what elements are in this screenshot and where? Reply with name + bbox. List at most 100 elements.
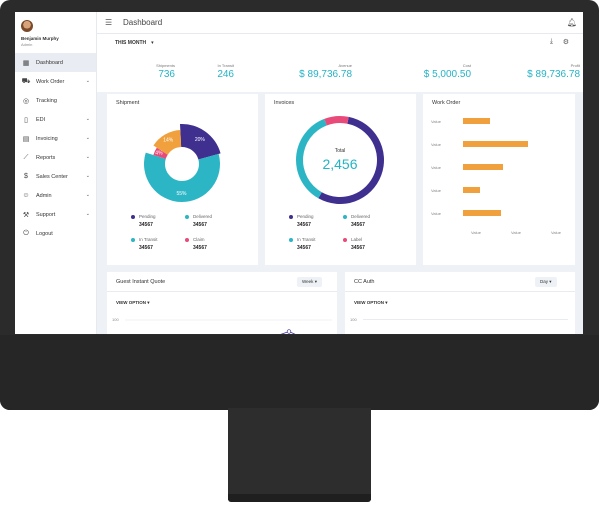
legend-value: 34567	[139, 245, 158, 251]
sidebar-item-label: Admin	[36, 193, 52, 199]
sidebar-item-label: Support	[36, 212, 55, 218]
bar-category-label: Value	[431, 142, 442, 147]
bar[interactable]	[463, 141, 528, 147]
legend-delivered: Delivered 34567	[343, 214, 370, 228]
chevron-down-icon[interactable]: ⌄	[86, 116, 90, 122]
sidebar-item-admin[interactable]: ☺ Admin ⌄	[15, 186, 96, 205]
line-point[interactable]	[287, 330, 291, 334]
view-option-button[interactable]: VIEW OPTION ▾	[116, 300, 150, 306]
stat-shipments: Shipments 736	[156, 63, 175, 80]
sidebar-item-reports[interactable]: ⟋ Reports ⌄	[15, 148, 96, 167]
compass-icon: ◎	[22, 97, 30, 105]
view-option-button[interactable]: VIEW OPTION ▾	[354, 300, 388, 306]
legend-value: 34567	[139, 222, 156, 228]
stat-value: $ 5,000.50	[424, 69, 471, 80]
trend-icon: ⟋	[22, 154, 30, 162]
bell-icon[interactable]: 🔔︎	[567, 18, 577, 27]
chevron-down-icon[interactable]: ⌄	[86, 173, 90, 179]
person-icon: ☺	[22, 192, 30, 200]
sidebar-item-dashboard[interactable]: ▦ Dashboard	[15, 53, 96, 72]
chevron-down-icon[interactable]: ⌄	[86, 192, 90, 198]
slice-label: 4%	[155, 151, 163, 157]
user-name: Benjamin Murphy	[21, 36, 90, 41]
sidebar-item-support[interactable]: ⚒ Support ⌄	[15, 205, 96, 224]
bar[interactable]	[463, 210, 501, 216]
grid-icon: ▦	[22, 59, 30, 67]
sidebar-item-label: EDI	[36, 117, 45, 123]
sidebar-item-edi[interactable]: ▯ EDI ⌄	[15, 110, 96, 129]
shipment-donut-chart: 20%55%4%14%	[132, 114, 232, 214]
sidebar-item-invoicing[interactable]: ▤ Invoicing ⌄	[15, 129, 96, 148]
sidebar-item-label: Dashboard	[36, 60, 63, 66]
document-icon: ▯	[22, 116, 30, 124]
legend-dot	[289, 215, 293, 219]
legend-label: Delivered	[351, 214, 370, 219]
stat-value: 736	[156, 69, 175, 80]
stat-label: Cost	[424, 63, 471, 68]
divider	[107, 291, 337, 292]
chevron-down-icon[interactable]: ⌄	[86, 154, 90, 160]
legend-pending: Pending 34567	[289, 214, 314, 228]
card-title: Invoices	[274, 100, 294, 106]
sidebar-item-work-order[interactable]: ⛟ Work Order ⌄	[15, 72, 96, 91]
stat-in-transit: In Transit 246	[217, 63, 234, 80]
sidebar-item-logout[interactable]: ⏻ Logout	[15, 224, 96, 243]
card-title: Guest Instant Quote	[116, 279, 165, 285]
guest-quote-line-chart	[107, 312, 337, 334]
legend-claim: Claim 34567	[185, 237, 207, 251]
stat-label: Avenue	[299, 63, 352, 68]
power-icon: ⏻	[22, 230, 30, 238]
legend-label-item: Label 34567	[343, 237, 365, 251]
stat-profit: Profit $ 89,736.78	[527, 63, 580, 80]
sidebar: Benjamin Murphy Admin ▦ Dashboard ⛟ Work Or…	[15, 12, 97, 334]
x-tick-label: Value	[471, 230, 482, 235]
hamburger-icon[interactable]: ☰	[105, 18, 115, 27]
wrench-icon: ⚒	[22, 211, 30, 219]
legend-pending: Pending 34567	[131, 214, 156, 228]
bar[interactable]	[463, 164, 503, 170]
chevron-down-icon: ▾	[385, 300, 387, 305]
gear-icon[interactable]: ⚙	[563, 38, 569, 46]
bar-category-label: Value	[431, 165, 442, 170]
legend-dot	[131, 215, 135, 219]
top-bar: ☰ Dashboard 🔔︎	[97, 12, 583, 34]
bar[interactable]	[463, 187, 480, 193]
legend-value: 34567	[351, 222, 370, 228]
sidebar-item-tracking[interactable]: ◎ Tracking	[15, 91, 96, 110]
chevron-down-icon[interactable]: ▾	[151, 40, 154, 46]
monitor-stand-base	[228, 494, 371, 502]
truck-icon: ⛟	[22, 78, 30, 86]
chevron-down-icon[interactable]: ⌄	[86, 78, 90, 84]
ring-segment[interactable]	[324, 116, 348, 125]
period-select[interactable]: THIS MONTH	[115, 40, 146, 46]
range-select[interactable]: Week ▾	[297, 277, 322, 287]
avatar[interactable]	[21, 20, 33, 32]
range-select-value: Week	[302, 279, 313, 284]
chevron-down-icon[interactable]: ⌄	[86, 135, 90, 141]
divider	[345, 291, 575, 292]
card-title: Work Order	[432, 100, 460, 106]
legend-label: In Transit	[139, 237, 158, 242]
sidebar-item-label: Tracking	[36, 98, 57, 104]
shipment-card: Shipment 20% 55% 4% 14% Pending 34567 Delive…	[107, 94, 258, 265]
sidebar-item-sales-center[interactable]: $ Sales Center ⌄	[15, 167, 96, 186]
stat-value: $ 89,736.78	[299, 69, 352, 80]
legend-dot	[343, 238, 347, 242]
slice-label: 14%	[163, 138, 174, 144]
bar[interactable]	[463, 118, 490, 124]
stat-label: Profit	[527, 63, 580, 68]
chevron-down-icon[interactable]: ⌄	[86, 211, 90, 217]
legend-label: Pending	[139, 214, 156, 219]
range-select[interactable]: Day ▾	[535, 277, 557, 287]
legend-dot	[343, 215, 347, 219]
legend-label: Delivered	[193, 214, 212, 219]
download-icon[interactable]: ⤓	[550, 38, 553, 46]
filter-bar: THIS MONTH ▾ ⤓ ⚙	[97, 34, 583, 52]
bar-category-label: Value	[431, 119, 442, 124]
stat-label: Shipments	[156, 63, 175, 68]
dollar-icon: $	[22, 173, 30, 181]
user-profile[interactable]: Benjamin Murphy Admin	[15, 12, 96, 53]
legend-label: In Transit	[297, 237, 316, 242]
gridline	[363, 319, 568, 320]
sidebar-item-label: Logout	[36, 231, 53, 237]
